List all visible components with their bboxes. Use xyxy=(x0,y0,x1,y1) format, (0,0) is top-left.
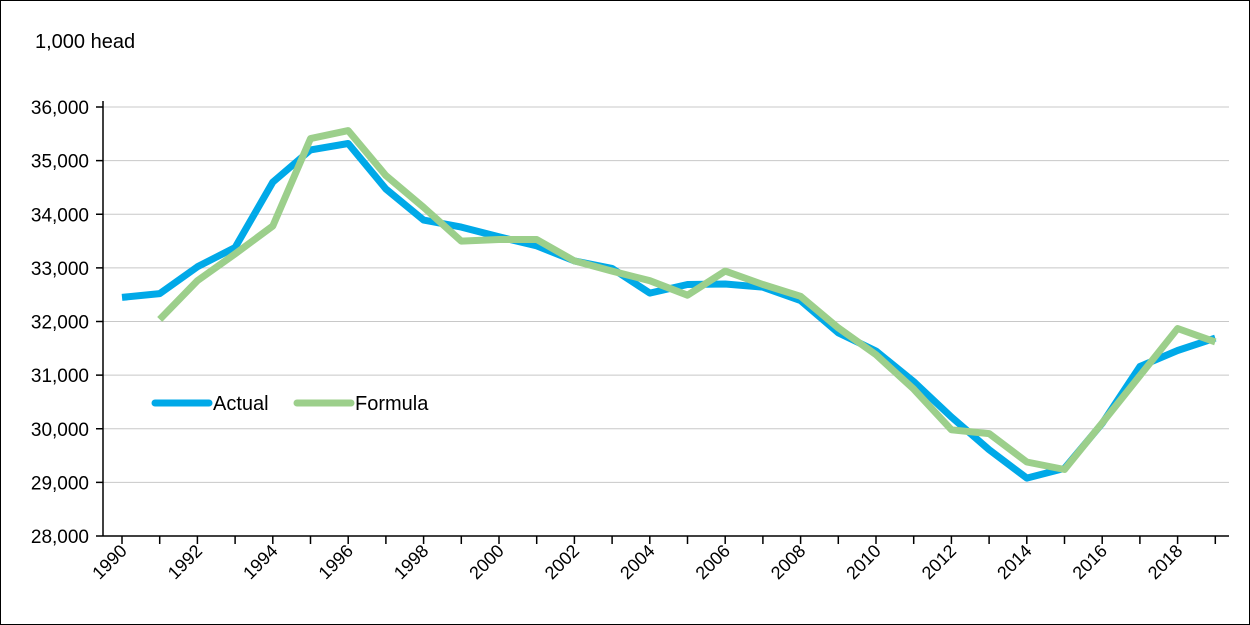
x-tick-label: 2012 xyxy=(918,541,960,583)
x-tick-label: 2014 xyxy=(993,541,1035,583)
series-line-formula xyxy=(157,127,1217,473)
x-tick-label: 2004 xyxy=(616,541,658,583)
x-tick-label: 1992 xyxy=(164,541,206,583)
legend-label-actual: Actual xyxy=(213,393,269,415)
x-tick-label: 1994 xyxy=(239,541,281,583)
legend-label-formula: Formula xyxy=(355,393,429,415)
y-tick-label: 35,000 xyxy=(31,152,89,173)
y-tick-label: 33,000 xyxy=(31,259,89,280)
y-axis-unit-label: 1,000 head xyxy=(35,31,136,53)
x-tick-label: 2000 xyxy=(465,541,507,583)
x-tick-label: 2018 xyxy=(1144,541,1186,583)
x-tick-label: 2016 xyxy=(1069,541,1111,583)
x-tick-label: 2010 xyxy=(842,541,884,583)
y-tick-label: 32,000 xyxy=(31,313,89,334)
y-tick-label: 36,000 xyxy=(31,98,89,119)
x-tick-label: 1990 xyxy=(88,541,130,583)
x-tick-label: 2002 xyxy=(541,541,583,583)
x-tick-label: 2006 xyxy=(692,541,734,583)
y-tick-label: 28,000 xyxy=(31,527,89,548)
x-tick-label: 1998 xyxy=(390,541,432,583)
x-tick-label: 1996 xyxy=(315,541,357,583)
x-tick-label: 2008 xyxy=(767,541,809,583)
y-tick-label: 29,000 xyxy=(31,473,89,494)
y-tick-label: 30,000 xyxy=(31,420,89,441)
y-tick-label: 31,000 xyxy=(31,366,89,387)
y-tick-label: 34,000 xyxy=(31,205,89,226)
